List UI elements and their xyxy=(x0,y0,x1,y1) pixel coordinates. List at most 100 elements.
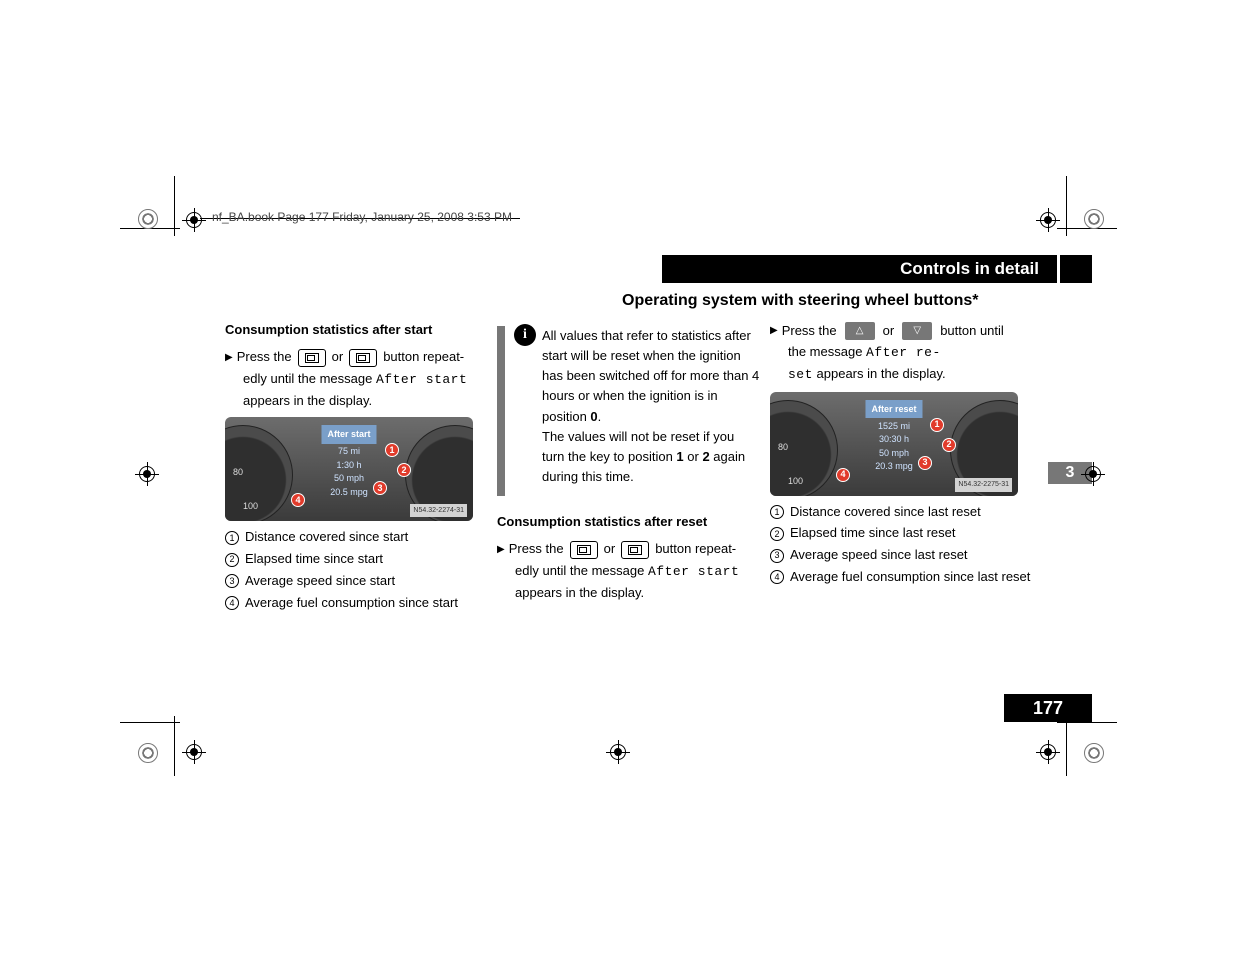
crop-line xyxy=(174,716,175,776)
cluster-row: 1525 mi xyxy=(875,420,913,434)
triangle-bullet-icon: ▶ xyxy=(225,350,233,366)
legend-number-icon: 2 xyxy=(770,527,784,541)
cluster-title: After start xyxy=(321,425,376,443)
cluster-row: 1:30 h xyxy=(330,459,368,473)
legend-text: Distance covered since start xyxy=(245,527,408,548)
legend-text: Average speed since start xyxy=(245,571,395,592)
display-message: set xyxy=(788,367,813,382)
info-sidebar xyxy=(497,326,505,496)
text-fragment: Press the xyxy=(509,539,564,560)
callout-1: 1 xyxy=(385,443,399,457)
text-fragment: the message xyxy=(788,344,866,359)
legend-item: 2Elapsed time since last reset xyxy=(770,523,1035,544)
legend-item: 3 Average speed since start xyxy=(225,571,490,592)
cluster-row: 50 mph xyxy=(875,447,913,461)
text-fragment: All values that refer to statistics afte… xyxy=(542,328,759,424)
reg-mark-tr-cross xyxy=(1036,208,1060,232)
text-fragment: appears in the display. xyxy=(515,585,644,600)
legend-number-icon: 1 xyxy=(225,531,239,545)
reg-mark-br-outer xyxy=(1081,740,1105,764)
legend-item: 1 Distance covered since last reset xyxy=(770,502,1035,523)
page-subheader: Operating system with steering wheel but… xyxy=(622,292,979,310)
display-message: After re- xyxy=(866,345,941,360)
text-fragment: button repeat- xyxy=(383,347,464,368)
text-fragment: or xyxy=(684,449,703,464)
legend-item: 4 Average fuel consumption since last res… xyxy=(770,567,1035,588)
reg-mark-bl-outer xyxy=(135,740,159,764)
reg-mark-tl-cross xyxy=(182,208,206,232)
legend-number-icon: 1 xyxy=(770,505,784,519)
text-fragment: edly until the message xyxy=(243,371,376,386)
text-fragment: edly until the message xyxy=(515,563,648,578)
reg-mark-bc-cross xyxy=(606,740,630,764)
reg-mark-l-cross xyxy=(135,462,159,486)
text-fragment: button repeat- xyxy=(655,539,736,560)
text-fragment: or xyxy=(883,321,895,342)
text-fragment: or xyxy=(604,539,616,560)
instruction-line: ▶ Press the △ or ▽ button until xyxy=(770,320,1035,342)
cluster-row: 30:30 h xyxy=(875,433,913,447)
cluster-data: 1525 mi 30:30 h 50 mph 20.3 mpg xyxy=(875,420,913,474)
text-fragment: appears in the display. xyxy=(243,393,372,408)
file-path: nf_BA.book Page 177 Friday, January 25, … xyxy=(212,210,512,224)
menu-fwd-button-icon xyxy=(621,541,649,559)
callout-4: 4 xyxy=(836,468,850,482)
bold-value: 0 xyxy=(590,409,597,424)
legend-number-icon: 2 xyxy=(225,553,239,567)
callout-1: 1 xyxy=(930,418,944,432)
text-fragment: button until xyxy=(940,321,1004,342)
display-message: After start xyxy=(376,372,467,387)
reg-mark-bl-cross xyxy=(182,740,206,764)
instrument-cluster-after-start: 80 100 10 After start 75 mi 1:30 h 50 mp… xyxy=(225,417,473,521)
legend-after-start: 1 Distance covered since start 2Elapsed t… xyxy=(225,527,490,613)
legend-after-reset: 1 Distance covered since last reset 2Elap… xyxy=(770,502,1035,588)
reg-mark-tr-outer xyxy=(1081,206,1105,230)
dial-number: 100 xyxy=(788,474,803,488)
legend-item: 2Elapsed time since start xyxy=(225,549,490,570)
reg-mark-br-cross xyxy=(1036,740,1060,764)
heading-after-reset: Consumption statistics after reset xyxy=(497,512,762,533)
bold-value: 1 xyxy=(676,449,683,464)
reg-mark-r-cross xyxy=(1081,462,1105,486)
down-button-icon: ▽ xyxy=(902,322,932,340)
callout-4: 4 xyxy=(291,493,305,507)
bold-value: 2 xyxy=(702,449,709,464)
legend-text: Distance covered since last reset xyxy=(790,502,981,523)
dial-number: 80 xyxy=(778,440,788,454)
legend-text: Average fuel consumption since last rese… xyxy=(790,567,1030,588)
header-black-cap xyxy=(1060,255,1092,283)
text-fragment: appears in the display. xyxy=(817,366,946,381)
crop-line xyxy=(174,176,175,236)
callout-3: 3 xyxy=(918,456,932,470)
content-column-1: Consumption statistics after start ▶ Pre… xyxy=(225,320,490,615)
page-number-tab: 177 xyxy=(1004,694,1092,722)
cluster-row: 20.5 mpg xyxy=(330,486,368,500)
legend-item: 3Average speed since last reset xyxy=(770,545,1035,566)
up-button-icon: △ xyxy=(845,322,875,340)
instruction-cont: the message After re- xyxy=(770,342,1035,364)
instruction-cont: edly until the message After start xyxy=(225,369,490,391)
instruction-line: ▶ Press the or button repeat- xyxy=(497,539,762,561)
legend-item: 4Average fuel consumption since start xyxy=(225,593,490,614)
cluster-title: After reset xyxy=(865,400,922,418)
cluster-data: 75 mi 1:30 h 50 mph 20.5 mpg xyxy=(330,445,368,499)
dial-number: 80 xyxy=(233,465,243,479)
dial-number: 100 xyxy=(243,499,258,513)
crop-line xyxy=(1066,716,1067,776)
cluster-row: 20.3 mpg xyxy=(875,460,913,474)
legend-number-icon: 3 xyxy=(225,574,239,588)
display-message: After start xyxy=(648,564,739,579)
instruction-cont: set appears in the display. xyxy=(770,364,1035,386)
cluster-row: 75 mi xyxy=(330,445,368,459)
page-header-text: Controls in detail xyxy=(900,259,1039,279)
menu-fwd-button-icon xyxy=(349,349,377,367)
instruction-line: ▶ Press the or button repeat- xyxy=(225,347,490,369)
legend-text: Average fuel consumption since start xyxy=(245,593,458,614)
legend-text: Average speed since last reset xyxy=(790,545,968,566)
cluster-row: 50 mph xyxy=(330,472,368,486)
page-header: Controls in detail xyxy=(662,255,1057,283)
legend-number-icon: 4 xyxy=(770,570,784,584)
heading-after-start: Consumption statistics after start xyxy=(225,320,490,341)
crop-line xyxy=(120,722,180,723)
instrument-cluster-after-reset: 80 100 10 After reset 1525 mi 30:30 h 50… xyxy=(770,392,1018,496)
